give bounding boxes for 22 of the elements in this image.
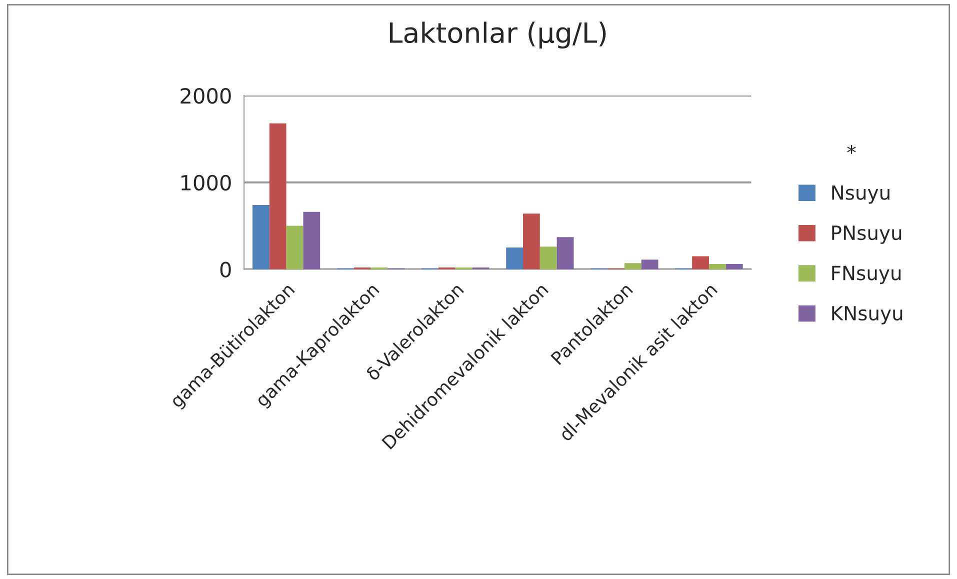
y-tick-label: 1000 — [181, 174, 231, 191]
legend-label: Nsuyu — [832, 185, 890, 204]
legend-label: PNsuyu — [832, 226, 902, 244]
bar — [506, 248, 523, 270]
legend-title: * — [847, 145, 856, 154]
y-tick-label: 0 — [220, 262, 231, 278]
bar — [252, 204, 270, 270]
bar — [269, 123, 286, 270]
bar — [303, 212, 320, 270]
legend-label: FNsuyu — [832, 266, 901, 284]
chart-title: Laktonlar (µg/L) — [390, 22, 606, 49]
bar — [540, 246, 557, 270]
legend-label: KNsuyu — [832, 306, 902, 324]
bar — [692, 256, 709, 270]
bar — [286, 226, 304, 270]
bar — [523, 214, 540, 270]
bar — [708, 264, 726, 270]
bar — [641, 260, 658, 270]
y-tick-label: 2000 — [180, 88, 231, 104]
bar — [726, 264, 743, 270]
bar — [624, 263, 642, 270]
bar — [556, 237, 574, 270]
